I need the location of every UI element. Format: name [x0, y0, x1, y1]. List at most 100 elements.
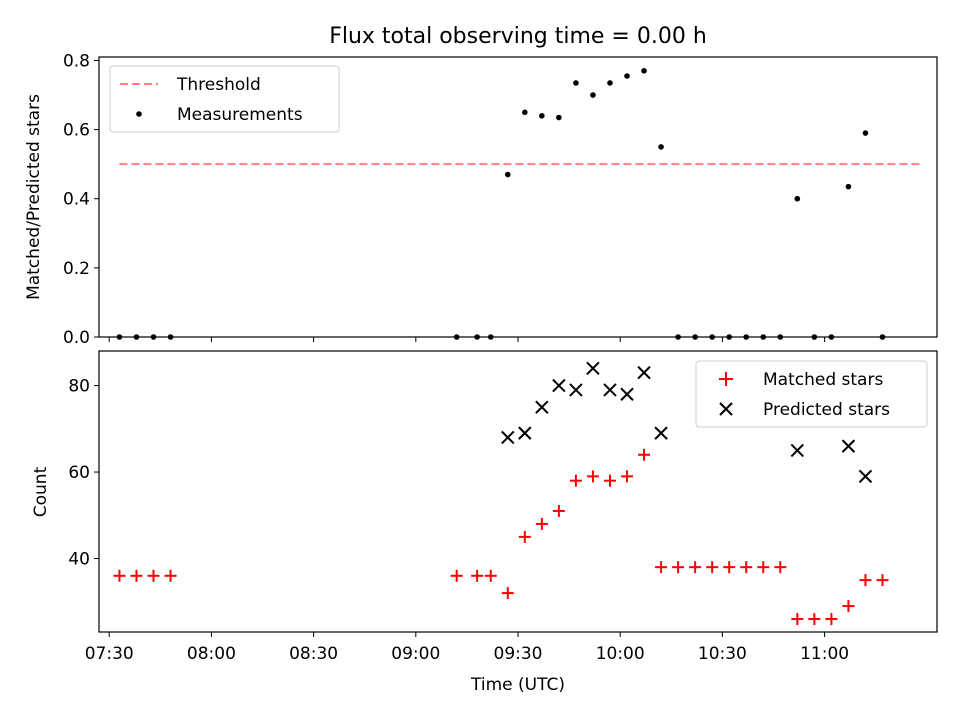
bottom-y-tick-label: 40 [68, 550, 90, 570]
measurement-point [607, 80, 613, 86]
matched-star-point [501, 587, 514, 600]
matched-star-point [621, 470, 634, 483]
matched-star-point [791, 613, 804, 626]
x-tick-label: 08:00 [187, 644, 236, 664]
matched-star-point [757, 561, 770, 574]
bottom-legend: Matched stars Predicted stars [695, 360, 928, 428]
matched-star-point [672, 561, 685, 574]
predicted-star-x-b [620, 387, 634, 401]
chart-title: Flux total observing time = 0.00 h [329, 24, 707, 49]
matched-star-point [876, 574, 889, 587]
predicted-star-point [841, 439, 856, 453]
predicted-star-point [603, 383, 617, 397]
matched-star-point [113, 569, 126, 582]
predicted-star-point [586, 361, 600, 375]
predicted-star-x-b [637, 365, 651, 380]
top-y-axis-label: Matched/Predicted stars [24, 94, 44, 300]
matched-star-point [586, 470, 599, 483]
measurement-point [522, 109, 528, 116]
predicted-star-point [620, 387, 634, 401]
predicted-star-x-b [603, 383, 617, 397]
top-y-tick-label: 0.6 [63, 121, 90, 141]
matched-star-point [842, 600, 855, 613]
top-legend: Threshold Measurements [109, 65, 340, 133]
predicted-star-point [790, 443, 805, 458]
predicted-star-x-b [501, 430, 515, 445]
bottom-marks [113, 361, 889, 626]
predicted-star-x-b [586, 361, 600, 375]
matched-star-point [535, 517, 548, 530]
predicted-star-point [858, 469, 873, 484]
matched-star-point [689, 561, 702, 574]
matched-star-point [774, 561, 787, 574]
predicted-star-x-b [841, 439, 856, 453]
matched-star-point [723, 561, 736, 574]
matched-star-point [147, 569, 160, 582]
measurement-point [658, 144, 664, 150]
x-tick-label: 09:30 [494, 644, 543, 664]
x-tick-label: 07:30 [85, 644, 134, 664]
measurement-point [590, 92, 596, 98]
predicted-star-point [654, 426, 668, 440]
top-y-tick-label: 0.0 [63, 328, 90, 348]
bottom-y-axis-label: Count [31, 466, 51, 517]
measurement-point [641, 68, 647, 74]
matched-stars-legend-swatch [719, 372, 733, 386]
measurement-point [539, 112, 545, 119]
matched-star-point [740, 561, 753, 574]
measurement-point [556, 114, 562, 121]
top-legend-box [109, 65, 340, 133]
top-y-tick-label: 0.8 [63, 51, 90, 71]
measurements-legend-swatch [136, 111, 142, 117]
matched-star-point [569, 474, 582, 487]
matched-star-point [471, 569, 484, 582]
threshold-legend-label: Threshold [176, 75, 261, 95]
top-panel: 0.00.20.40.60.8 Matched/Predicted stars … [24, 51, 938, 348]
predicted-star-x-b [654, 426, 668, 440]
predicted-star-point [569, 383, 583, 397]
matched-stars-legend-label: Matched stars [763, 370, 883, 390]
measurement-point [624, 73, 630, 79]
matched-star-point [825, 613, 838, 626]
matched-star-point [450, 569, 463, 582]
x-axis-label: Time (UTC) [470, 675, 565, 695]
predicted-star-x-b [518, 426, 532, 440]
matched-star-point [706, 561, 719, 574]
matched-star-point [164, 569, 177, 582]
matched-star-point [859, 574, 872, 587]
bottom-legend-box [695, 360, 928, 428]
bottom-panel: 40 60 80 07:30 08:00 08:30 09:00 09:30 10:00 10:3… [31, 350, 938, 695]
measurement-point [794, 195, 801, 202]
measurement-point [845, 183, 852, 190]
matched-star-point [484, 569, 497, 582]
predicted-star-point [501, 430, 515, 445]
top-axis-ticks: 0.0 0.2 0.4 0.6 0.8 [63, 51, 826, 348]
top-y-tick-label: 0.4 [63, 190, 90, 210]
matched-star-point [603, 474, 616, 487]
bottom-y-tick-label: 80 [68, 377, 90, 397]
x-tick-label: 10:30 [698, 644, 747, 664]
matched-star-point [552, 504, 565, 517]
measurement-point [862, 130, 869, 136]
bottom-y-tick-label: 60 [68, 463, 90, 483]
measurement-point [504, 171, 511, 178]
measurement-point [573, 80, 579, 86]
bottom-axis-ticks: 40 60 80 07:30 08:00 08:30 09:00 09:30 10:00 10:3… [68, 377, 849, 664]
predicted-star-x-b [569, 383, 583, 397]
predicted-star-x-b [790, 443, 805, 458]
x-tick-label: 08:30 [289, 644, 338, 664]
bottom-axes-frame [98, 350, 938, 633]
matched-star-point [518, 530, 531, 543]
predicted-star-point [637, 365, 651, 380]
matched-star-point [638, 448, 651, 461]
top-y-tick-label: 0.2 [63, 259, 90, 279]
matched-star-point [130, 569, 143, 582]
predicted-star-point [535, 400, 549, 414]
matched-star-point [655, 561, 668, 574]
measurements-legend-label: Measurements [177, 105, 303, 125]
x-tick-label: 11:00 [800, 644, 849, 664]
predicted-stars-legend-label: Predicted stars [763, 400, 890, 420]
predicted-star-point [552, 378, 566, 393]
x-tick-label: 10:00 [596, 644, 645, 664]
